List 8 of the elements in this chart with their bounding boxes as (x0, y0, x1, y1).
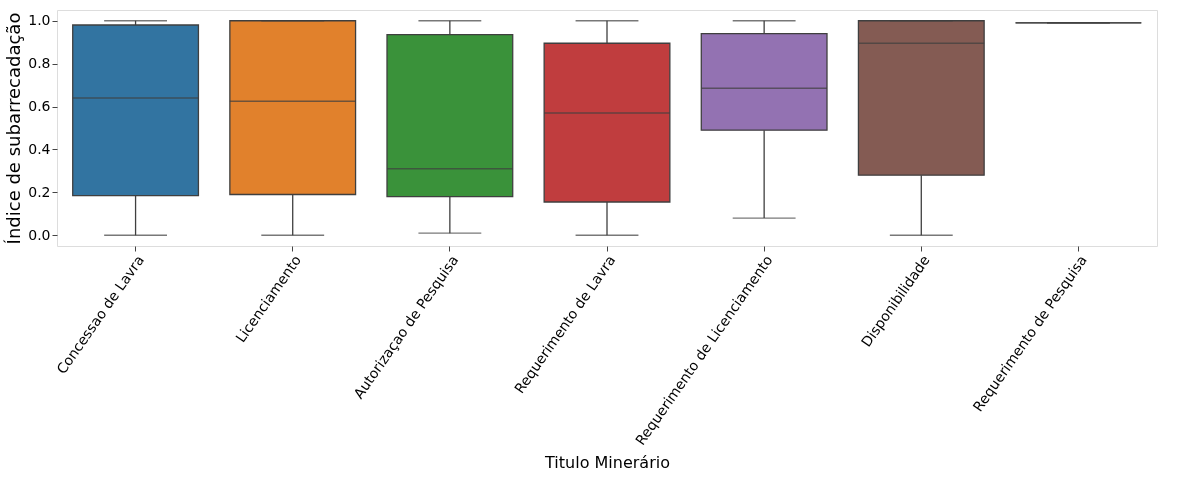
y-tick-label: 1.0 (28, 12, 51, 29)
y-tick-label: 0.0 (28, 226, 51, 243)
y-axis-title: Índice de subarrecadação (3, 12, 25, 245)
y-tick-label: 0.2 (28, 183, 51, 200)
y-tick-label: 0.8 (28, 55, 51, 72)
y-tick-label: 0.4 (28, 140, 51, 157)
y-tick-label: 0.6 (28, 98, 51, 115)
x-axis-title: Titulo Minerário (544, 452, 670, 472)
